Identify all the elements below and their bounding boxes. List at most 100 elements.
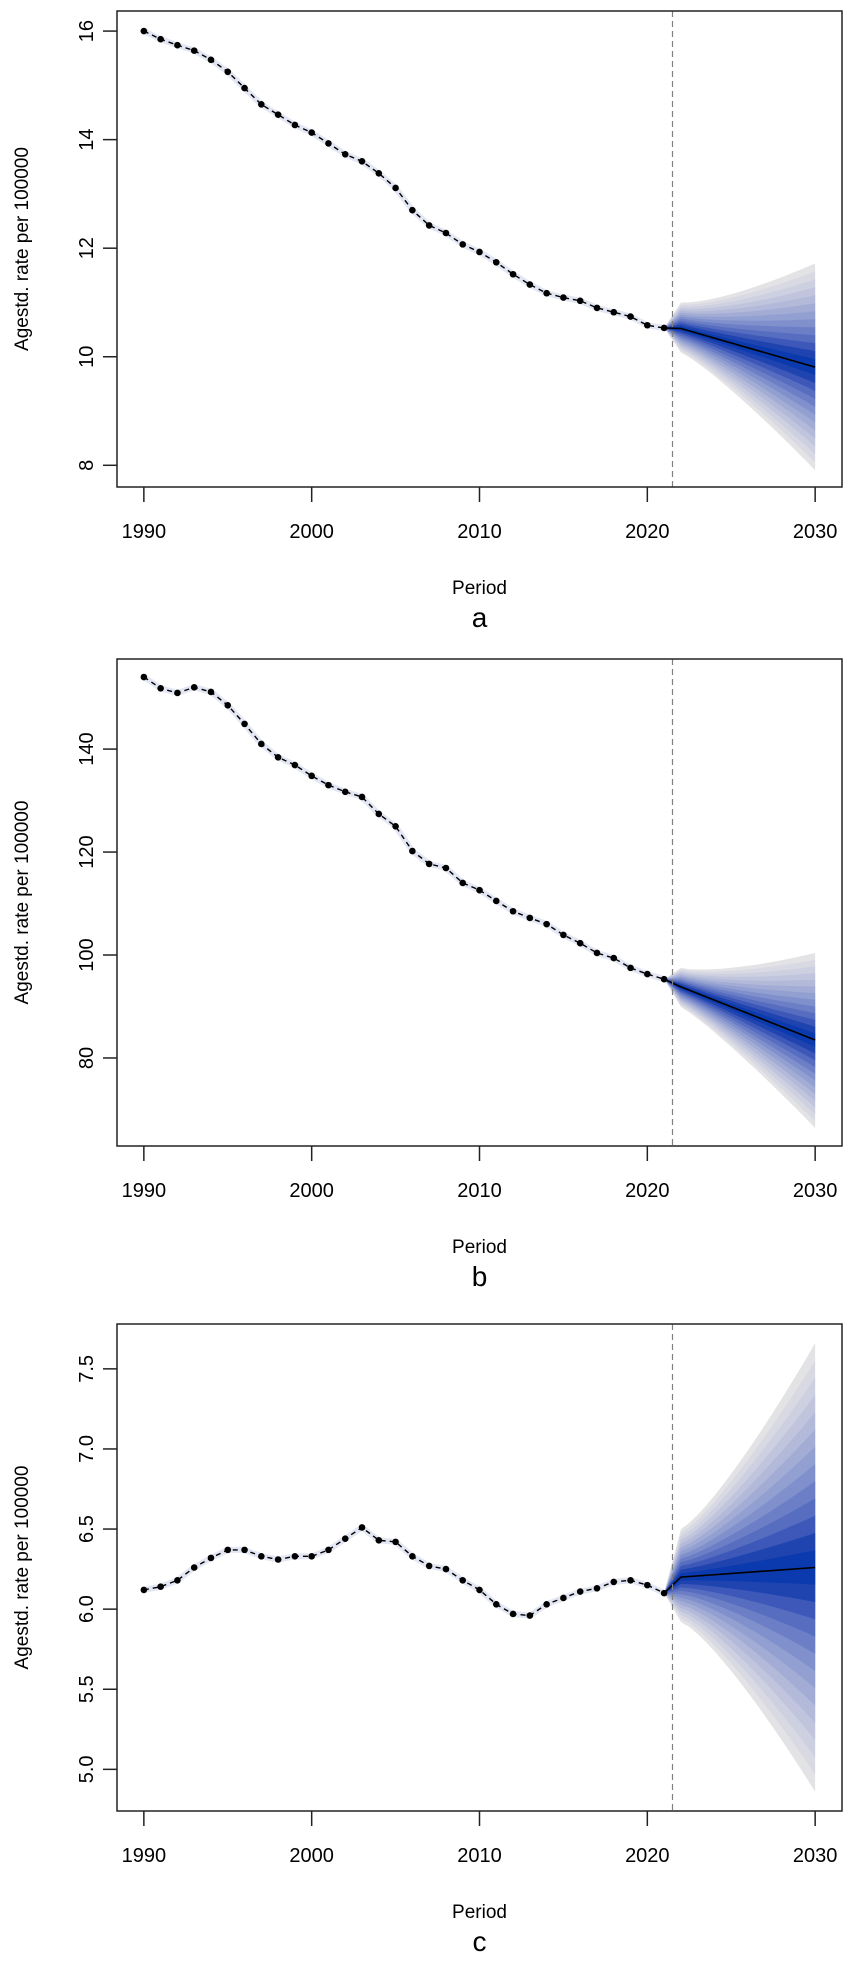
data-point <box>341 150 349 158</box>
data-point <box>325 781 332 789</box>
data-point <box>610 1578 618 1586</box>
x-tick-label: 2010 <box>457 1180 502 1202</box>
data-point <box>526 914 534 922</box>
data-point <box>526 1612 534 1619</box>
data-point <box>140 27 148 35</box>
forecast-median-line <box>664 327 816 368</box>
y-tick-label: 10 <box>76 346 98 368</box>
forecast-fan <box>664 953 816 1128</box>
data-point <box>543 1601 550 1608</box>
data-point <box>157 1583 164 1591</box>
data-point <box>190 47 198 54</box>
data-point <box>341 788 349 796</box>
data-point <box>140 673 148 681</box>
y-tick-label: 6.5 <box>76 1515 98 1543</box>
x-tick-label: 2030 <box>793 521 838 543</box>
data-point <box>190 684 198 691</box>
data-point <box>576 297 584 305</box>
x-axis: 1990 2000 2010 2020 2030 <box>122 487 838 543</box>
data-point <box>325 1546 332 1554</box>
data-point <box>140 1586 148 1594</box>
y-tick-label: 8 <box>76 460 98 471</box>
data-point <box>576 939 584 947</box>
y-tick-label: 5.0 <box>76 1755 98 1783</box>
data-point <box>644 321 651 329</box>
x-tick-label: 2000 <box>289 1180 334 1202</box>
x-tick-label: 1990 <box>122 1180 167 1202</box>
data-point <box>241 720 248 728</box>
data-point <box>610 308 618 316</box>
data-point <box>308 772 315 780</box>
data-point <box>560 1594 567 1602</box>
x-tick-label: 1990 <box>122 521 167 543</box>
data-point <box>174 41 181 49</box>
y-axis-title: Agestd. rate per 100000 <box>12 1466 33 1670</box>
data-point <box>627 1577 634 1584</box>
data-point <box>509 907 517 915</box>
data-point <box>425 1562 433 1570</box>
y-axis: 80 100 120 140 <box>76 732 117 1069</box>
y-tick-label: 16 <box>76 20 98 42</box>
y-tick-label: 7.5 <box>76 1355 98 1383</box>
data-point <box>341 1535 349 1542</box>
data-point <box>258 1552 265 1560</box>
x-axis-title: Period <box>452 578 507 599</box>
data-point <box>291 1552 299 1560</box>
x-tick-label: 2020 <box>625 521 670 543</box>
data-point <box>409 1552 416 1560</box>
data-point <box>392 823 399 830</box>
y-tick-label: 6.0 <box>76 1595 98 1623</box>
data-point <box>157 35 164 43</box>
fan-band <box>664 322 816 391</box>
data-point <box>274 111 282 118</box>
y-tick-label: 120 <box>76 835 98 868</box>
data-point <box>241 84 248 92</box>
data-point <box>174 1577 181 1584</box>
data-point <box>207 56 215 64</box>
data-point <box>442 229 450 237</box>
data-point <box>274 1556 282 1563</box>
data-point <box>241 1546 248 1554</box>
panel-c: 1990 2000 2010 2020 2030 5.0 5.5 6.0 6.5 7.0 7.5 Pe… <box>12 1323 843 1957</box>
data-point <box>492 897 500 905</box>
y-tick-label: 12 <box>76 237 98 259</box>
data-point <box>442 1565 450 1573</box>
fan-band <box>664 1550 816 1594</box>
fan-band <box>664 979 816 1061</box>
observed-halo <box>142 674 665 983</box>
data-point <box>375 1536 383 1544</box>
data-point <box>644 970 651 978</box>
data-point <box>291 761 299 769</box>
data-point <box>593 949 601 957</box>
x-tick-label: 2010 <box>457 1845 502 1867</box>
y-axis-title: Agestd. rate per 100000 <box>12 801 33 1005</box>
y-tick-label: 5.5 <box>76 1675 98 1703</box>
y-tick-label: 100 <box>76 938 98 971</box>
data-point <box>476 886 483 894</box>
data-point <box>274 754 282 761</box>
data-point <box>325 140 332 147</box>
fan-band <box>664 979 816 1054</box>
observed-halo <box>142 28 665 331</box>
x-tick-label: 2000 <box>289 521 334 543</box>
data-point <box>358 158 366 165</box>
y-tick-label: 7.0 <box>76 1435 98 1463</box>
x-tick-label: 2020 <box>625 1845 670 1867</box>
data-point <box>308 1552 315 1560</box>
data-point <box>627 964 634 972</box>
data-point <box>543 920 550 928</box>
y-tick-label: 14 <box>76 129 98 151</box>
data-point <box>409 206 416 214</box>
observed-line <box>143 30 665 329</box>
data-point <box>375 169 383 177</box>
forecast-median-line <box>663 1566 816 1594</box>
x-tick-label: 2000 <box>289 1845 334 1867</box>
y-tick-label: 140 <box>76 732 98 765</box>
data-point <box>425 860 433 868</box>
data-point <box>526 281 534 288</box>
data-point <box>509 270 517 278</box>
forecast-fan <box>664 1343 816 1792</box>
x-axis: 1990 2000 2010 2020 2030 <box>122 1146 837 1202</box>
data-point <box>593 1585 601 1592</box>
data-point <box>358 793 366 801</box>
